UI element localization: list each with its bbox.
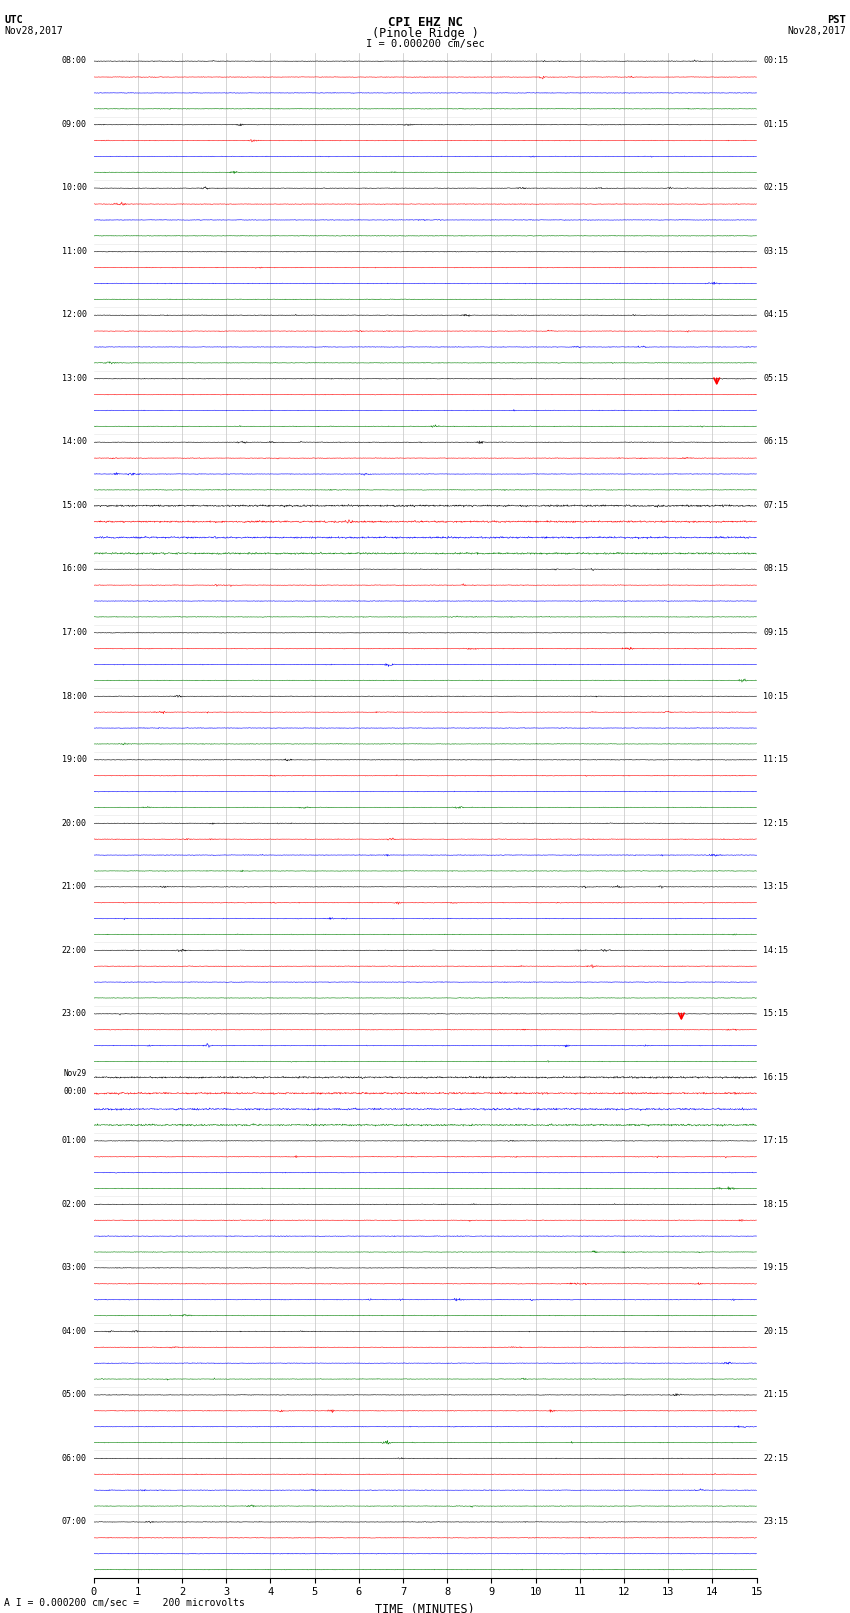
Text: 16:00: 16:00	[62, 565, 87, 574]
Text: 13:00: 13:00	[62, 374, 87, 382]
Text: 22:00: 22:00	[62, 945, 87, 955]
Text: 11:15: 11:15	[763, 755, 788, 765]
Text: 10:15: 10:15	[763, 692, 788, 700]
Text: 10:00: 10:00	[62, 184, 87, 192]
Text: 05:00: 05:00	[62, 1390, 87, 1398]
Text: 01:00: 01:00	[62, 1136, 87, 1145]
Text: 19:15: 19:15	[763, 1263, 788, 1273]
Text: 15:15: 15:15	[763, 1010, 788, 1018]
Text: 01:15: 01:15	[763, 119, 788, 129]
Text: CPI EHZ NC: CPI EHZ NC	[388, 16, 462, 29]
Text: 07:00: 07:00	[62, 1518, 87, 1526]
Text: 04:15: 04:15	[763, 310, 788, 319]
Text: (Pinole Ridge ): (Pinole Ridge )	[371, 27, 479, 40]
Text: 08:00: 08:00	[62, 56, 87, 66]
Text: 09:00: 09:00	[62, 119, 87, 129]
Text: 21:00: 21:00	[62, 882, 87, 890]
Text: 19:00: 19:00	[62, 755, 87, 765]
Text: 12:15: 12:15	[763, 818, 788, 827]
Text: I = 0.000200 cm/sec: I = 0.000200 cm/sec	[366, 39, 484, 48]
Text: 03:15: 03:15	[763, 247, 788, 256]
Text: UTC: UTC	[4, 15, 23, 24]
Text: 18:15: 18:15	[763, 1200, 788, 1208]
Text: 20:15: 20:15	[763, 1326, 788, 1336]
Text: Nov28,2017: Nov28,2017	[4, 26, 63, 35]
Text: 17:15: 17:15	[763, 1136, 788, 1145]
Text: 17:00: 17:00	[62, 627, 87, 637]
Text: 00:00: 00:00	[64, 1087, 87, 1095]
Text: 09:15: 09:15	[763, 627, 788, 637]
Text: 02:15: 02:15	[763, 184, 788, 192]
Text: 11:00: 11:00	[62, 247, 87, 256]
Text: 00:15: 00:15	[763, 56, 788, 66]
Text: 05:15: 05:15	[763, 374, 788, 382]
Text: 20:00: 20:00	[62, 818, 87, 827]
Text: 08:15: 08:15	[763, 565, 788, 574]
Text: 14:15: 14:15	[763, 945, 788, 955]
Text: 03:00: 03:00	[62, 1263, 87, 1273]
Text: 12:00: 12:00	[62, 310, 87, 319]
Text: 07:15: 07:15	[763, 502, 788, 510]
Text: 15:00: 15:00	[62, 502, 87, 510]
Text: 16:15: 16:15	[763, 1073, 788, 1082]
Text: 13:15: 13:15	[763, 882, 788, 890]
Text: 06:00: 06:00	[62, 1453, 87, 1463]
X-axis label: TIME (MINUTES): TIME (MINUTES)	[375, 1603, 475, 1613]
Text: 23:00: 23:00	[62, 1010, 87, 1018]
Text: 06:15: 06:15	[763, 437, 788, 447]
Text: Nov29: Nov29	[64, 1069, 87, 1079]
Text: 23:15: 23:15	[763, 1518, 788, 1526]
Text: 18:00: 18:00	[62, 692, 87, 700]
Text: 04:00: 04:00	[62, 1326, 87, 1336]
Text: 02:00: 02:00	[62, 1200, 87, 1208]
Text: PST: PST	[827, 15, 846, 24]
Text: 22:15: 22:15	[763, 1453, 788, 1463]
Text: 14:00: 14:00	[62, 437, 87, 447]
Text: 21:15: 21:15	[763, 1390, 788, 1398]
Text: A I = 0.000200 cm/sec =    200 microvolts: A I = 0.000200 cm/sec = 200 microvolts	[4, 1598, 245, 1608]
Text: Nov28,2017: Nov28,2017	[787, 26, 846, 35]
